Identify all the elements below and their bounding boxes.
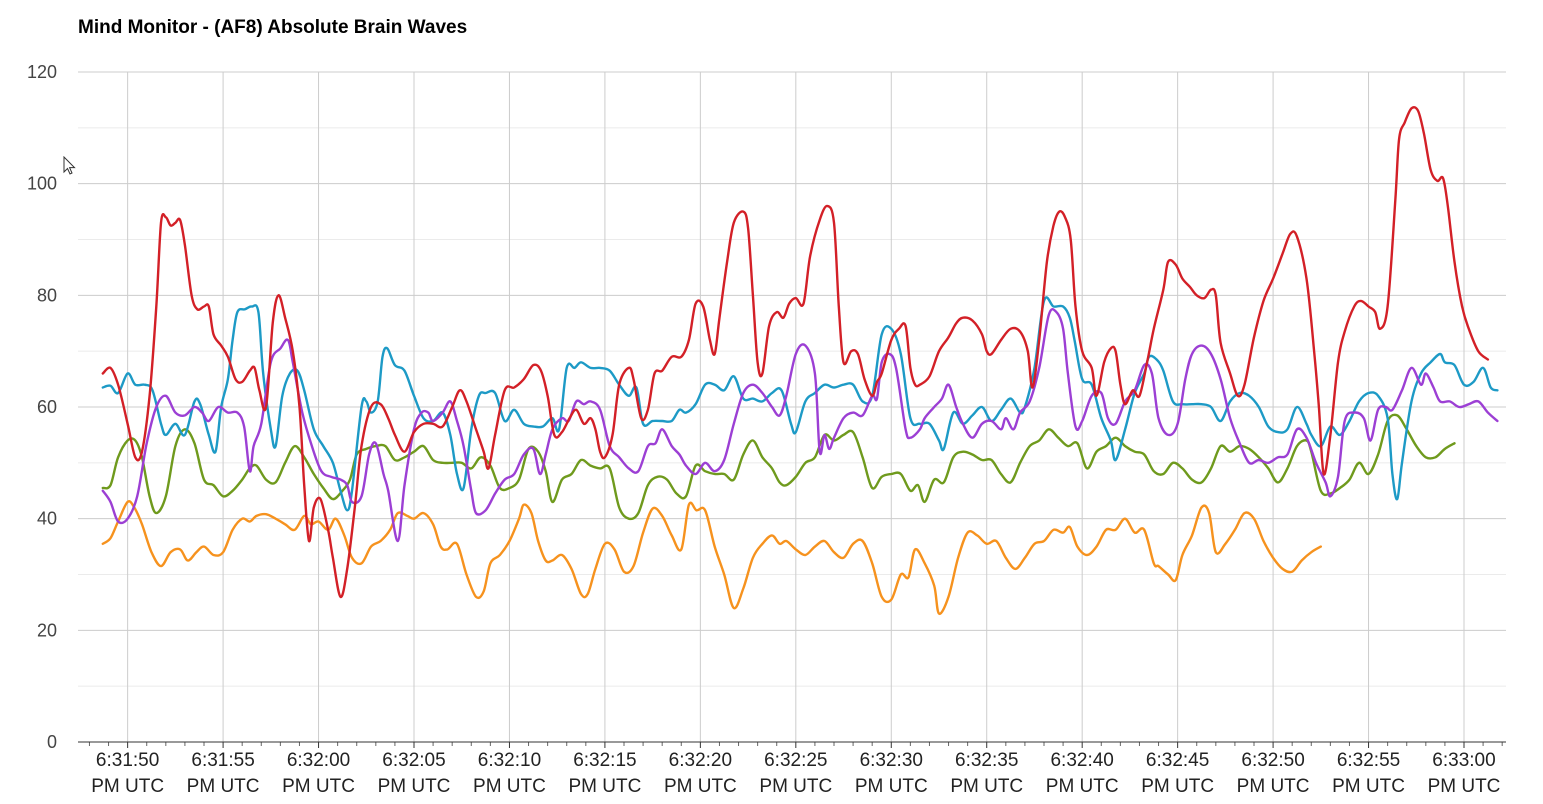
grid bbox=[78, 71, 1506, 743]
series-line-3 bbox=[101, 296, 1499, 512]
x-tick-label-suffix: PM UTC bbox=[664, 776, 737, 797]
y-tick-label: 60 bbox=[37, 397, 57, 417]
x-axis: 6:31:50 PM UTC 6:31:55 PM UTC 6:32:00 PM UTC 6… bbox=[78, 741, 1506, 797]
y-tick-label: 0 bbox=[47, 732, 57, 752]
y-tick-label: 120 bbox=[27, 62, 57, 82]
y-tick-label: 80 bbox=[37, 285, 57, 305]
x-tick-label-time: 6:31:50 bbox=[96, 750, 159, 771]
x-tick-label-suffix: PM UTC bbox=[282, 776, 355, 797]
y-tick-label: 40 bbox=[37, 509, 57, 529]
series-lines bbox=[101, 106, 1499, 615]
x-tick-label-suffix: PM UTC bbox=[1141, 776, 1214, 797]
x-tick-label-suffix: PM UTC bbox=[1237, 776, 1310, 797]
x-tick-label-time: 6:32:40 bbox=[1050, 750, 1113, 771]
chart-title: Mind Monitor - (AF8) Absolute Brain Wave… bbox=[78, 17, 468, 38]
series-line-1 bbox=[101, 500, 1322, 615]
x-tick-label-suffix: PM UTC bbox=[187, 776, 260, 797]
x-tick-label-time: 6:33:00 bbox=[1432, 750, 1495, 771]
x-tick-label-suffix: PM UTC bbox=[1332, 776, 1405, 797]
x-tick-label-time: 6:32:30 bbox=[860, 750, 923, 771]
y-axis: 0 20 40 60 80 100 120 bbox=[27, 62, 57, 752]
x-tick-label-time: 6:32:00 bbox=[287, 750, 350, 771]
x-tick-label-time: 6:32:35 bbox=[955, 750, 1018, 771]
x-tick-label-time: 6:32:25 bbox=[764, 750, 827, 771]
x-tick-label-time: 6:32:20 bbox=[669, 750, 732, 771]
series-line-5 bbox=[101, 106, 1490, 599]
x-tick-label-suffix: PM UTC bbox=[855, 776, 928, 797]
x-tick-label-time: 6:32:55 bbox=[1337, 750, 1400, 771]
x-tick-label-suffix: PM UTC bbox=[1428, 776, 1501, 797]
x-tick-label-time: 6:32:10 bbox=[478, 750, 541, 771]
y-tick-label: 20 bbox=[37, 620, 57, 640]
x-tick-label-suffix: PM UTC bbox=[568, 776, 641, 797]
x-tick-label-suffix: PM UTC bbox=[473, 776, 546, 797]
x-tick-label-suffix: PM UTC bbox=[378, 776, 451, 797]
mouse-cursor-icon bbox=[63, 156, 76, 175]
series-line-4 bbox=[101, 307, 1499, 543]
x-tick-label-time: 6:32:50 bbox=[1241, 750, 1304, 771]
x-tick-label-time: 6:32:45 bbox=[1146, 750, 1209, 771]
x-tick-label-suffix: PM UTC bbox=[91, 776, 164, 797]
series-line-2 bbox=[101, 413, 1456, 521]
x-tick-label-time: 6:32:15 bbox=[573, 750, 636, 771]
x-tick-label-time: 6:32:05 bbox=[382, 750, 445, 771]
x-tick-label-suffix: PM UTC bbox=[950, 776, 1023, 797]
x-tick-label-suffix: PM UTC bbox=[1046, 776, 1119, 797]
y-tick-label: 100 bbox=[27, 174, 57, 194]
x-tick-label-suffix: PM UTC bbox=[759, 776, 832, 797]
x-tick-label-time: 6:31:55 bbox=[191, 750, 254, 771]
